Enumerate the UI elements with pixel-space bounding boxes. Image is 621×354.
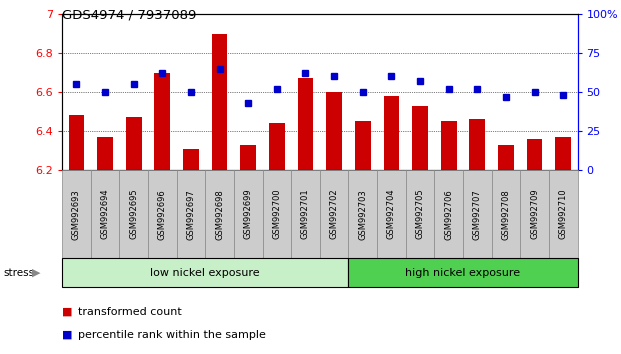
Text: GSM992697: GSM992697 xyxy=(186,189,196,240)
Bar xyxy=(297,79,314,170)
Text: GSM992703: GSM992703 xyxy=(358,189,367,240)
Bar xyxy=(527,139,543,170)
Text: ■: ■ xyxy=(62,330,73,339)
Text: GSM992704: GSM992704 xyxy=(387,189,396,240)
Bar xyxy=(441,121,456,170)
Bar xyxy=(155,73,170,170)
Text: GSM992700: GSM992700 xyxy=(273,189,281,240)
Bar xyxy=(212,34,227,170)
Bar xyxy=(355,121,371,170)
Text: GDS4974 / 7937089: GDS4974 / 7937089 xyxy=(62,9,196,22)
Bar xyxy=(126,118,142,170)
Bar xyxy=(97,137,113,170)
Text: GSM992705: GSM992705 xyxy=(415,189,425,240)
Bar xyxy=(412,105,428,170)
Text: GSM992709: GSM992709 xyxy=(530,189,539,240)
Bar xyxy=(326,92,342,170)
Text: percentile rank within the sample: percentile rank within the sample xyxy=(78,330,266,339)
Bar xyxy=(498,144,514,170)
Text: stress: stress xyxy=(3,268,34,278)
Text: GSM992695: GSM992695 xyxy=(129,189,138,240)
Text: ■: ■ xyxy=(62,307,73,316)
Text: GSM992698: GSM992698 xyxy=(215,189,224,240)
Text: GSM992694: GSM992694 xyxy=(101,189,109,240)
Text: GSM992699: GSM992699 xyxy=(243,189,253,240)
Bar xyxy=(183,149,199,170)
Text: transformed count: transformed count xyxy=(78,307,181,316)
Text: low nickel exposure: low nickel exposure xyxy=(150,268,260,278)
Bar xyxy=(269,123,285,170)
Bar xyxy=(68,115,84,170)
Bar xyxy=(240,144,256,170)
Text: GSM992708: GSM992708 xyxy=(501,189,510,240)
Text: GSM992706: GSM992706 xyxy=(444,189,453,240)
Text: GSM992707: GSM992707 xyxy=(473,189,482,240)
Bar xyxy=(555,137,571,170)
Bar xyxy=(469,119,485,170)
Text: GSM992710: GSM992710 xyxy=(559,189,568,240)
Text: GSM992701: GSM992701 xyxy=(301,189,310,240)
Text: GSM992693: GSM992693 xyxy=(72,189,81,240)
Text: high nickel exposure: high nickel exposure xyxy=(406,268,520,278)
Bar xyxy=(384,96,399,170)
Text: ▶: ▶ xyxy=(32,268,41,278)
Text: GSM992696: GSM992696 xyxy=(158,189,167,240)
Text: GSM992702: GSM992702 xyxy=(330,189,338,240)
